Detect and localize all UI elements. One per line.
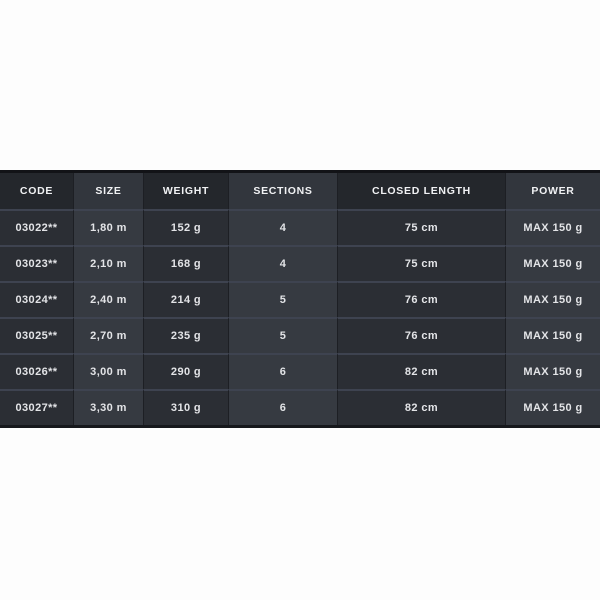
table-row: 03023** 2,10 m 168 g 4 75 cm MAX 150 g <box>0 245 600 281</box>
cell-power: MAX 150 g <box>505 389 600 425</box>
cell-weight: 235 g <box>143 317 228 353</box>
header-cell-weight: WEIGHT <box>143 173 228 209</box>
cell-closed-length: 75 cm <box>337 245 505 281</box>
cell-power: MAX 150 g <box>505 245 600 281</box>
header-cell-closed-length: CLOSED LENGTH <box>337 173 505 209</box>
table-row: 03024** 2,40 m 214 g 5 76 cm MAX 150 g <box>0 281 600 317</box>
cell-code: 03026** <box>0 353 73 389</box>
header-cell-size: SIZE <box>73 173 143 209</box>
cell-weight: 168 g <box>143 245 228 281</box>
header-cell-power: POWER <box>505 173 600 209</box>
cell-power: MAX 150 g <box>505 209 600 245</box>
cell-sections: 4 <box>228 245 337 281</box>
cell-size: 2,40 m <box>73 281 143 317</box>
cell-code: 03022** <box>0 209 73 245</box>
cell-closed-length: 76 cm <box>337 317 505 353</box>
cell-power: MAX 150 g <box>505 281 600 317</box>
cell-sections: 5 <box>228 317 337 353</box>
product-spec-table: CODE SIZE WEIGHT SECTIONS CLOSED LENGTH … <box>0 170 600 428</box>
cell-weight: 152 g <box>143 209 228 245</box>
cell-sections: 5 <box>228 281 337 317</box>
cell-size: 2,70 m <box>73 317 143 353</box>
cell-code: 03027** <box>0 389 73 425</box>
cell-weight: 214 g <box>143 281 228 317</box>
table-row: 03026** 3,00 m 290 g 6 82 cm MAX 150 g <box>0 353 600 389</box>
cell-weight: 310 g <box>143 389 228 425</box>
cell-closed-length: 75 cm <box>337 209 505 245</box>
cell-size: 1,80 m <box>73 209 143 245</box>
cell-sections: 6 <box>228 353 337 389</box>
cell-size: 3,00 m <box>73 353 143 389</box>
cell-power: MAX 150 g <box>505 317 600 353</box>
cell-sections: 4 <box>228 209 337 245</box>
cell-weight: 290 g <box>143 353 228 389</box>
table-row: 03027** 3,30 m 310 g 6 82 cm MAX 150 g <box>0 389 600 425</box>
cell-code: 03025** <box>0 317 73 353</box>
cell-closed-length: 76 cm <box>337 281 505 317</box>
cell-closed-length: 82 cm <box>337 389 505 425</box>
header-cell-sections: SECTIONS <box>228 173 337 209</box>
cell-code: 03024** <box>0 281 73 317</box>
cell-closed-length: 82 cm <box>337 353 505 389</box>
header-row: CODE SIZE WEIGHT SECTIONS CLOSED LENGTH … <box>0 173 600 209</box>
cell-size: 2,10 m <box>73 245 143 281</box>
header-cell-code: CODE <box>0 173 73 209</box>
cell-power: MAX 150 g <box>505 353 600 389</box>
table-row: 03025** 2,70 m 235 g 5 76 cm MAX 150 g <box>0 317 600 353</box>
table-row: 03022** 1,80 m 152 g 4 75 cm MAX 150 g <box>0 209 600 245</box>
cell-size: 3,30 m <box>73 389 143 425</box>
cell-code: 03023** <box>0 245 73 281</box>
cell-sections: 6 <box>228 389 337 425</box>
